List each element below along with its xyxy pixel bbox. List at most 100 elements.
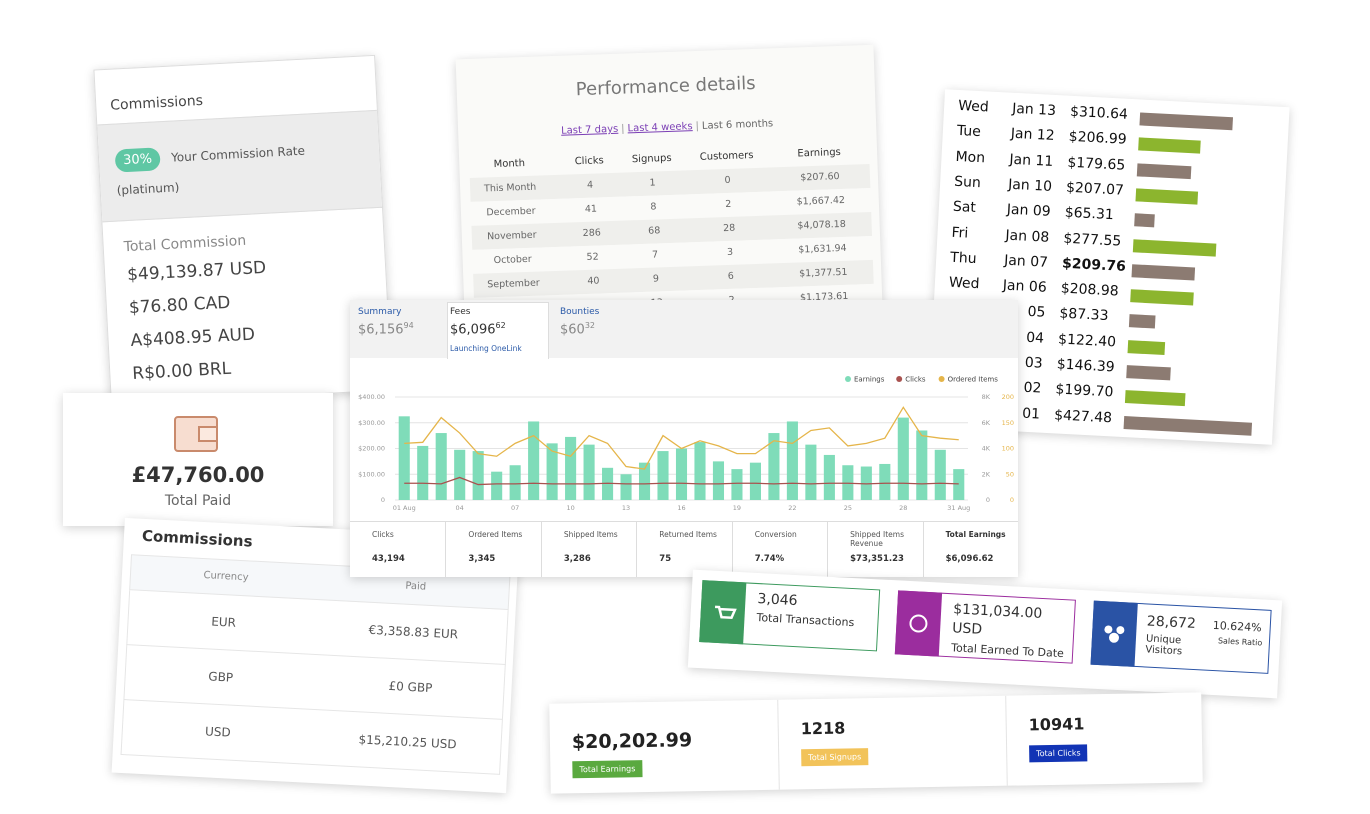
amount: $310.64 (1069, 103, 1129, 123)
tab-value-main: $6,096 (450, 322, 496, 338)
stat: Shipped Items Revenue $73,351.23 (827, 522, 922, 577)
table-cell: £0 GBP (388, 678, 433, 696)
tile-icon (894, 590, 943, 657)
line (404, 476, 959, 486)
day: Fri (951, 224, 969, 242)
commission-table: Currency Paid EUR €3,358.83 EUR GBP £0 GBP USD… (120, 554, 511, 775)
total: $20,202.99 Total Earnings (549, 700, 779, 794)
total-badge: Total Clicks (1029, 744, 1088, 763)
table-cell: €3,358.83 EUR (368, 622, 459, 642)
y-tick-label: 100 (1002, 445, 1014, 453)
amount: $208.98 (1060, 280, 1120, 300)
legend-label: Ordered Items (948, 376, 999, 384)
y-tick-label: 6K (982, 419, 991, 427)
table-cell: 68 (648, 225, 661, 237)
total-value: $20,202.99 (571, 729, 693, 754)
bar (398, 416, 410, 500)
tile-icon (699, 580, 747, 645)
table-cell: EUR (210, 614, 237, 630)
table-cell: 41 (584, 203, 598, 215)
bar (897, 417, 909, 500)
date: Jan 13 (1011, 100, 1057, 120)
bar (472, 451, 484, 500)
date: Jan 08 (1005, 227, 1050, 246)
table-cell: 3 (726, 246, 734, 259)
bar (879, 463, 891, 500)
table-cell: This Month (483, 181, 537, 195)
filters: Last 7 days | Last 4 weeks | Last 6 months (458, 115, 876, 141)
tab-value-cents: 62 (495, 321, 506, 330)
tab-value-main: $6,156 (358, 322, 404, 338)
bar (805, 444, 817, 500)
day: Wed (957, 97, 990, 116)
table-cell: $1,667.42 (796, 194, 846, 208)
x-tick-label: 16 (677, 504, 685, 512)
table-cell: Clicks (574, 155, 604, 168)
table-cell: 40 (587, 275, 600, 287)
table-cell: $1,377.51 (798, 266, 848, 280)
legend-label: Earnings (854, 376, 885, 384)
y-tick-label: 2K (982, 470, 991, 478)
stat-label: Returned Items (659, 530, 717, 539)
bar (1138, 137, 1201, 154)
stat-value: 3,286 (563, 554, 591, 564)
legend-swatch (845, 376, 851, 382)
date: 05 (1027, 304, 1046, 322)
day: Mon (955, 148, 986, 166)
y-tick-label: $100.00 (358, 470, 385, 478)
date: 03 (1024, 354, 1044, 372)
date: Jan 06 (1002, 277, 1048, 296)
y-tick-label: 8K (982, 393, 991, 401)
bar (1134, 213, 1155, 228)
x-tick-label: 28 (899, 504, 907, 512)
bar (823, 454, 835, 500)
amount: $179.65 (1067, 154, 1126, 174)
y-tick-label: 150 (1002, 419, 1014, 427)
amount: $209.76 (1061, 255, 1127, 275)
stat: Returned Items 75 (636, 522, 731, 577)
x-tick-label: 04 (456, 504, 464, 512)
table-cell: 7 (651, 249, 659, 261)
bar (1124, 390, 1186, 407)
stat: Total Earnings $6,096.62 (922, 522, 1018, 577)
table-cell: 52 (586, 251, 599, 263)
tab-value: $6,15694 (358, 321, 414, 337)
bar (565, 436, 577, 500)
tab-label[interactable]: Bounties (560, 307, 600, 317)
ratio: 10.624% (1212, 618, 1262, 635)
filter[interactable]: Last 4 weeks (627, 121, 693, 135)
filter[interactable]: Last 7 days (560, 123, 619, 137)
amount: $427.48 (1053, 406, 1113, 426)
day: Thu (949, 249, 977, 267)
amount: $207.07 (1065, 179, 1125, 199)
bar (694, 442, 706, 500)
table-cell: 4 (586, 179, 594, 191)
amount: $199.70 (1055, 381, 1114, 401)
legend-label: Clicks (905, 376, 926, 384)
performance-title: Performance details (575, 72, 756, 101)
y-tick-label: 4K (982, 445, 991, 453)
card-title: Commissions (109, 92, 204, 114)
amount: $65.31 (1064, 204, 1115, 224)
bar (491, 471, 503, 500)
rate-badge: 30% (114, 147, 161, 173)
bar (934, 449, 946, 500)
table-cell: Signups (631, 152, 672, 166)
y-tick-label: $300.00 (358, 419, 385, 427)
bar (749, 462, 761, 500)
bar (454, 449, 466, 500)
header-cell: Currency (203, 570, 249, 584)
tab-value-cents: 32 (584, 321, 596, 330)
table-title: Commissions (141, 526, 253, 551)
amount: $87.33 (1059, 305, 1109, 325)
table-cell: GBP (208, 669, 234, 685)
table-cell: 28 (722, 222, 736, 235)
total-paid-amount: £47,760.00 (131, 463, 265, 487)
table-cell: Month (493, 158, 526, 171)
performance-table: Month Clicks Signups Customers Earnings This … (469, 140, 875, 318)
bar (435, 433, 447, 500)
date: 04 (1025, 329, 1045, 347)
tab-label[interactable]: Fees (450, 307, 471, 317)
stat: Conversion 7.74% (731, 522, 827, 577)
tab-label[interactable]: Summary (358, 307, 402, 317)
